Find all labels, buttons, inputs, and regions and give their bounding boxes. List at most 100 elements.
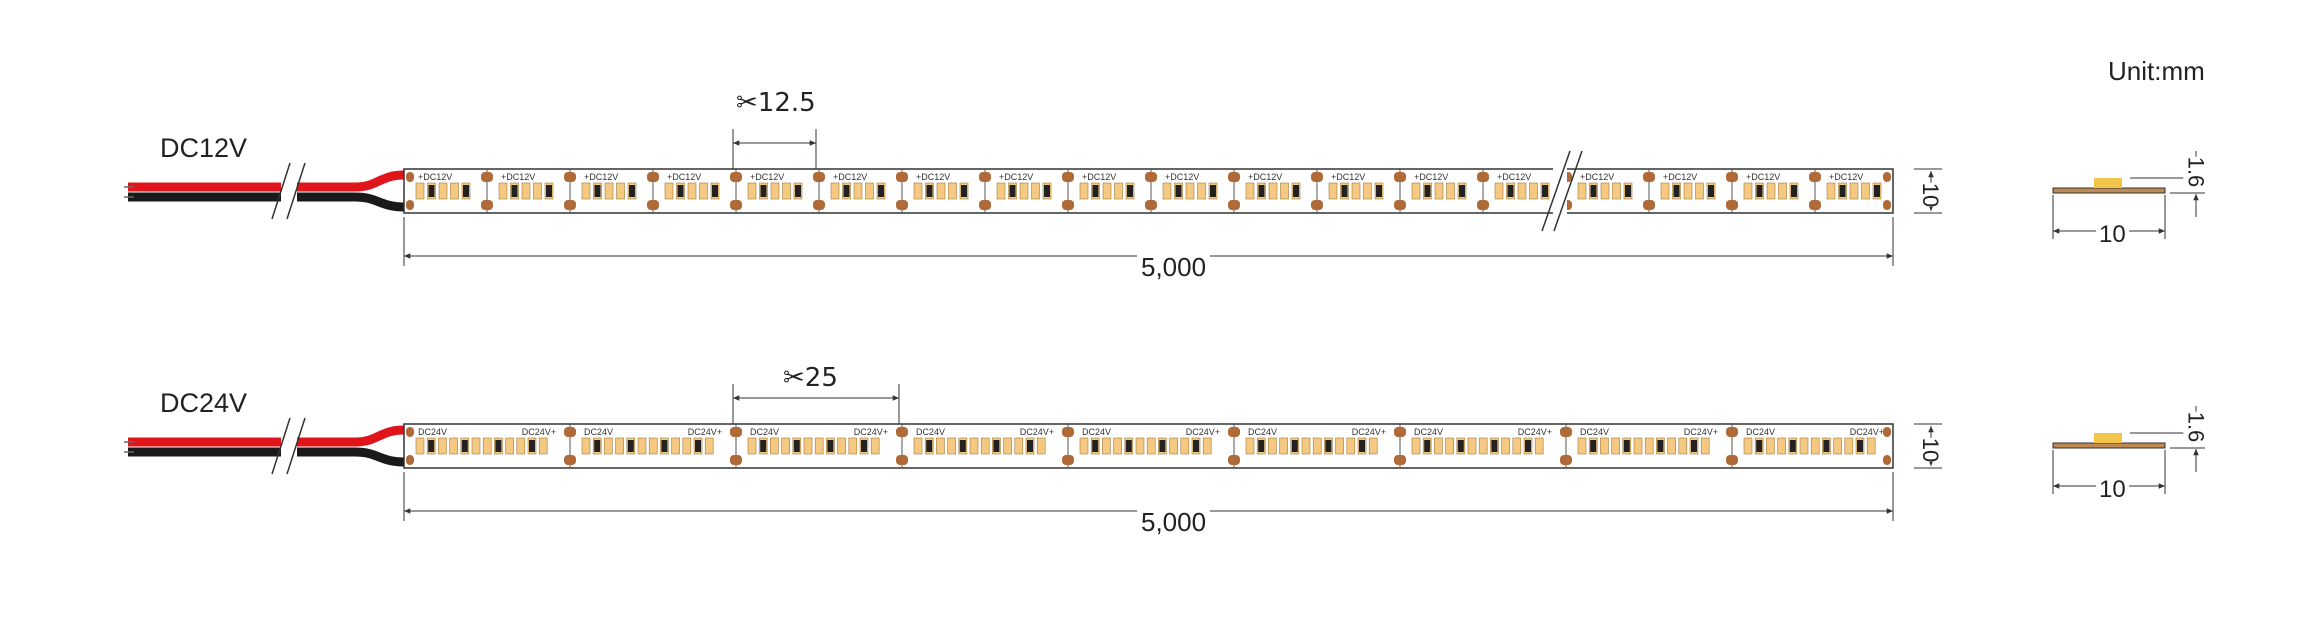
copper-pad [1394, 455, 1406, 465]
copper-pad [564, 427, 576, 437]
copper-pad [1560, 427, 1572, 437]
segment-mark: +DC12V [1663, 172, 1697, 182]
led-chip [1346, 437, 1356, 455]
resistor [1673, 185, 1680, 197]
led-chip [1368, 437, 1378, 455]
copper-pad [1145, 172, 1157, 182]
unit-label: Unit:mm [2108, 56, 2205, 86]
strip-segment: +DC12V [896, 169, 969, 213]
resistor [961, 185, 967, 197]
segment-mark: DC24V [1746, 427, 1775, 437]
length-label-dc12v: 5,000 [1137, 252, 1211, 282]
led-chip [682, 437, 692, 455]
segment-mark: DC24V+ [1684, 427, 1718, 437]
copper-pad [1062, 172, 1074, 182]
led-chip [1079, 437, 1089, 455]
copper-pad [1394, 172, 1406, 182]
led-chip [1411, 437, 1421, 455]
break-mark [271, 162, 291, 220]
led-chip [1014, 437, 1024, 455]
resistor [1293, 185, 1299, 197]
led-chip [1799, 437, 1809, 455]
segment-mark: +DC12V [1165, 172, 1199, 182]
led-chip [969, 437, 979, 455]
segment-mark: +DC12V [1248, 172, 1282, 182]
cut-interval-dc12v: ✂12.5 [736, 88, 816, 118]
segment-mark: DC24V+ [1186, 427, 1220, 437]
copper-pad [1809, 200, 1821, 210]
copper-pad [564, 455, 576, 465]
led-chip [1766, 182, 1776, 200]
profile-led [2094, 178, 2122, 188]
strip-segment: +DC12V [1228, 169, 1301, 213]
resistor [827, 440, 834, 452]
led-chip [1434, 437, 1443, 455]
led-chip [814, 437, 824, 455]
led-chip [1512, 437, 1522, 455]
led-chip [848, 437, 858, 455]
resistor [1092, 440, 1099, 452]
strip-segment: +DC12V [1394, 169, 1467, 213]
resistor [1708, 185, 1714, 197]
break-mark [1541, 150, 1571, 232]
led-chip [781, 437, 790, 455]
led-chip [1778, 182, 1787, 200]
profile-width-dc12v: 10 [2096, 222, 2129, 248]
led-chip [1683, 182, 1693, 200]
copper-pad [1809, 172, 1821, 182]
resistor [1691, 440, 1697, 452]
copper-pad [647, 172, 659, 182]
break-mark [1553, 150, 1583, 232]
resistor [926, 440, 933, 452]
led-chip [1700, 437, 1710, 455]
strip-segment: DC24V DC24V+ [406, 427, 556, 465]
strip-segment: +DC12V [1477, 169, 1550, 213]
led-chip [1866, 437, 1876, 455]
led-chip [1660, 182, 1670, 200]
strip-segment: +DC12V [481, 169, 554, 213]
led-chip [604, 182, 614, 200]
break-mark [286, 417, 306, 475]
copper-pad [1311, 172, 1323, 182]
led-chip [1501, 437, 1510, 455]
resistor [529, 440, 535, 452]
resistor [1258, 440, 1265, 452]
led-chip [1833, 437, 1842, 455]
led-chip [1031, 182, 1040, 200]
resistor [677, 185, 684, 197]
led-chip [980, 437, 990, 455]
led-chip [770, 437, 779, 455]
segment-mark: +DC12V [999, 172, 1033, 182]
resistor [1127, 185, 1133, 197]
resistor [461, 440, 468, 452]
segment-mark: +DC12V [1746, 172, 1780, 182]
led-chip [1162, 182, 1172, 200]
strip-break-gap [1553, 163, 1567, 219]
copper-pad [896, 200, 908, 210]
led-chip [1019, 182, 1029, 200]
led-chip [415, 437, 425, 455]
strip-segment: DC24V DC24V+ [896, 424, 1054, 468]
led-chip [1612, 182, 1621, 200]
copper-pad [1062, 427, 1074, 437]
led-chip [936, 437, 945, 455]
resistor [463, 185, 469, 197]
copper-pad [1062, 200, 1074, 210]
resistor [594, 185, 601, 197]
led-chip [1577, 437, 1587, 455]
break-mark [271, 417, 291, 475]
resistor [1258, 185, 1265, 197]
led-chip [1079, 182, 1089, 200]
led-chip [1280, 182, 1289, 200]
led-chip [1861, 182, 1870, 200]
led-chip [803, 437, 813, 455]
strip-segment: DC24V DC24V+ [730, 424, 888, 468]
copper-pad [730, 200, 742, 210]
resistor [1507, 185, 1514, 197]
led-chip [1743, 182, 1753, 200]
copper-pad [1228, 455, 1240, 465]
copper-pad [564, 172, 576, 182]
resistor [1092, 185, 1099, 197]
copper-pad [1145, 200, 1157, 210]
copper-pad [730, 427, 742, 437]
